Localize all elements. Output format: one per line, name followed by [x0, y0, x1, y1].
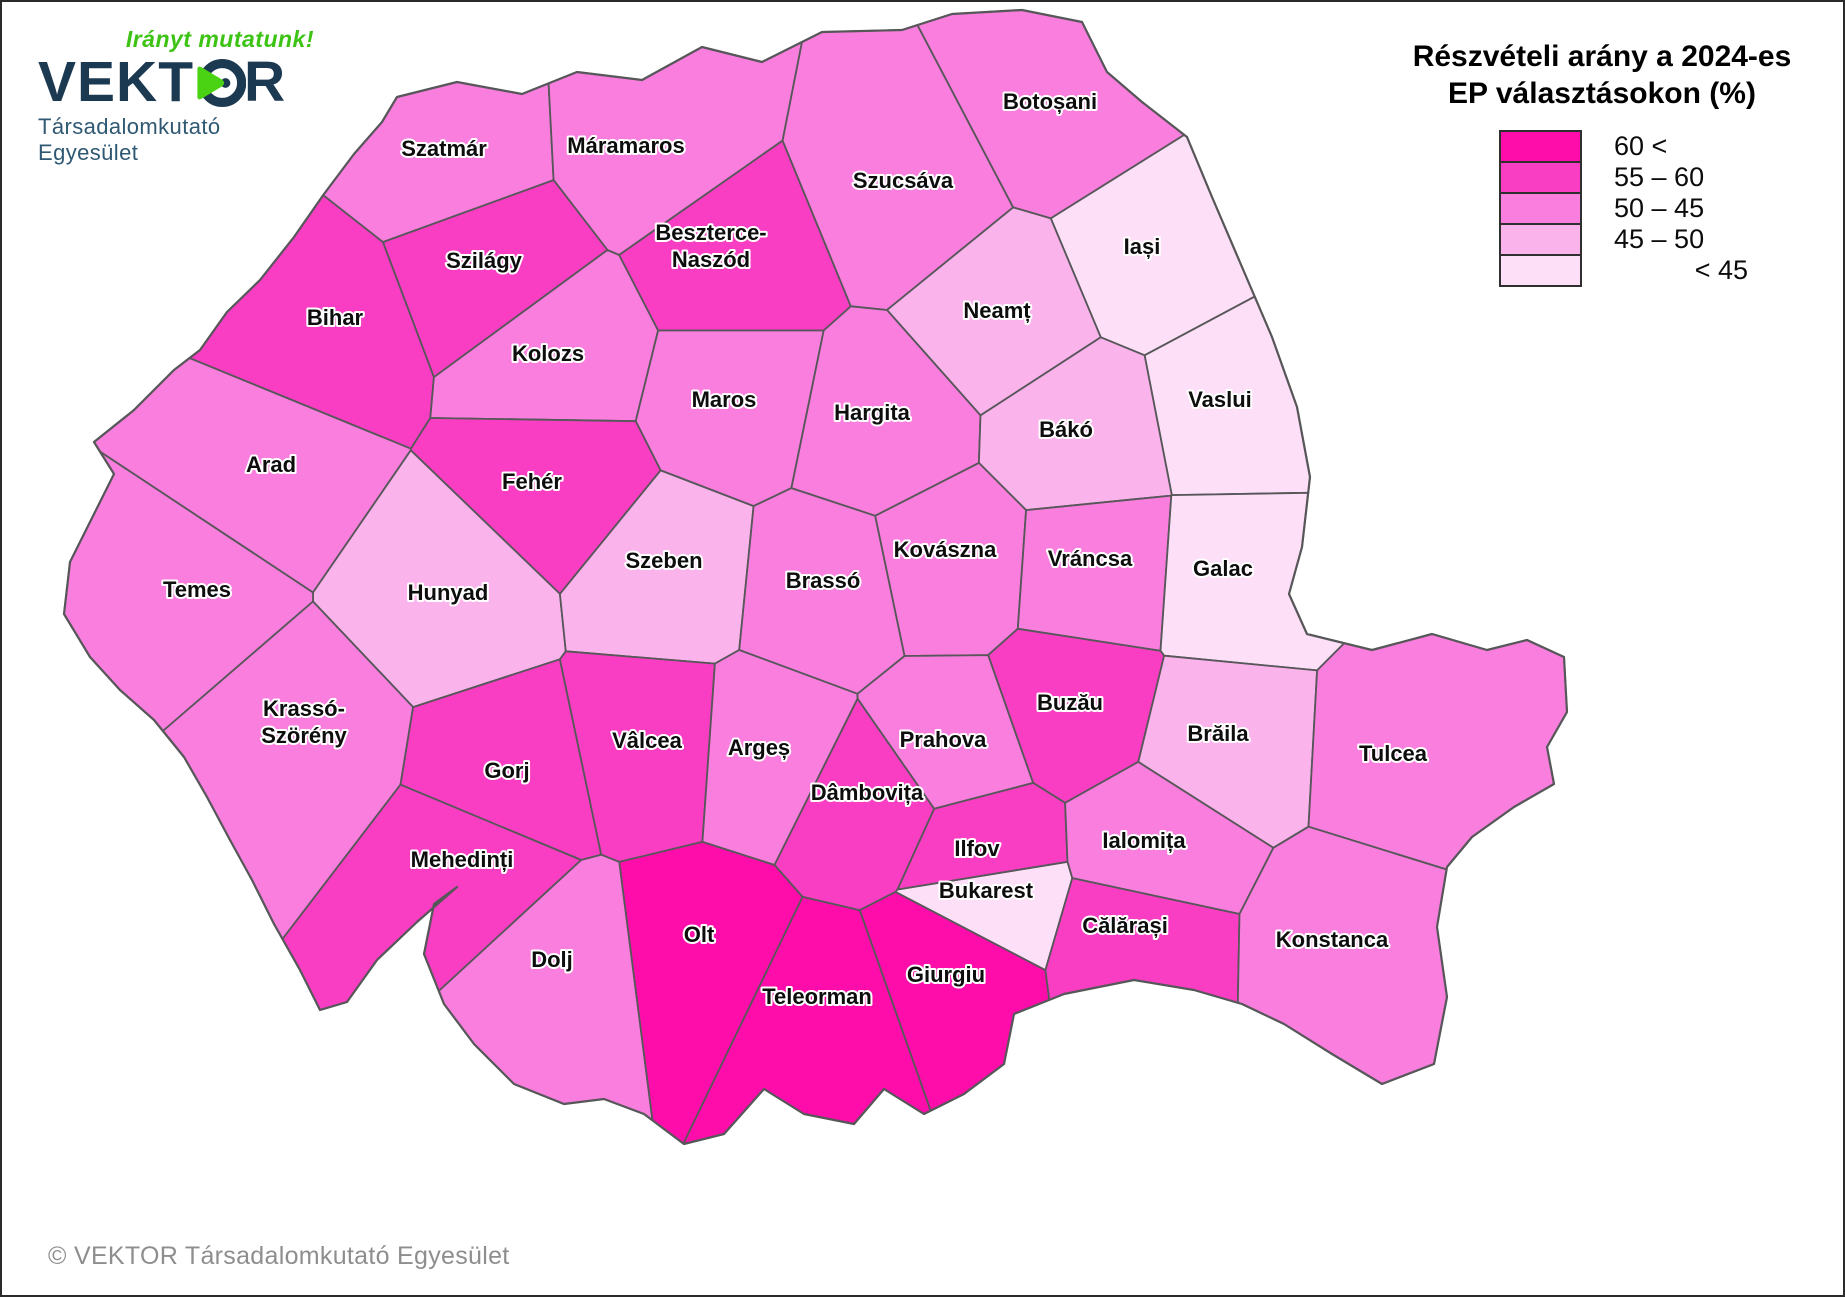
logo-wordmark: VEKT R: [38, 50, 314, 114]
county-label-Krassó-Szörény: Krassó-: [263, 696, 345, 721]
legend-swatch: [1499, 223, 1582, 256]
county-label-Brassó: Brassó: [786, 568, 861, 593]
legend-label: 50 – 45: [1614, 193, 1705, 223]
county-shape-Konstanca: [1236, 825, 1448, 1085]
county-label-Botoșani: Botoșani: [1003, 89, 1097, 114]
county-label-Szeben: Szeben: [625, 548, 702, 573]
county-shape-Vráncsa: [1016, 494, 1173, 652]
county-label-Gorj: Gorj: [484, 758, 529, 783]
legend-swatch: [1499, 161, 1582, 194]
copyright-text: © VEKTOR Társadalomkutató Egyesület: [48, 1242, 510, 1270]
legend-title-line1: Részvételi arány a 2024-es: [1412, 40, 1792, 73]
logo-wordmark-left: VEKT: [38, 50, 195, 114]
county-label-Fehér: Fehér: [502, 469, 562, 494]
county-label-Giurgiu: Giurgiu: [907, 962, 985, 987]
legend-label: 55 – 60: [1614, 162, 1705, 192]
legend: 60 <55 – 60 50 – 45 45 – 50 < 45: [1499, 130, 1748, 287]
county-label-Ialomița: Ialomița: [1102, 828, 1186, 853]
legend-item: < 45: [1499, 254, 1748, 287]
county-label-Iași: Iași: [1124, 234, 1161, 259]
county-label-Galac: Galac: [1193, 556, 1253, 581]
county-label-Bukarest: Bukarest: [939, 878, 1034, 903]
county-label-Arad: Arad: [246, 452, 296, 477]
county-label-Brăila: Brăila: [1187, 721, 1249, 746]
legend-label: 60 <: [1614, 131, 1668, 161]
play-icon: [197, 58, 247, 107]
county-label-Neamț: Neamț: [963, 298, 1031, 323]
county-label-Kovászna: Kovászna: [894, 537, 997, 562]
county-label-Buzău: Buzău: [1037, 690, 1103, 715]
county-label-Dâmbovița: Dâmbovița: [811, 780, 924, 805]
legend-item: 45 – 50: [1499, 223, 1748, 256]
county-label-Maros: Maros: [692, 387, 757, 412]
legend-item: 60 <: [1499, 130, 1748, 163]
county-label-Vâlcea: Vâlcea: [612, 728, 682, 753]
county-label-Máramaros: Máramaros: [567, 133, 684, 158]
county-label-Vráncsa: Vráncsa: [1048, 546, 1133, 571]
county-label-Tulcea: Tulcea: [1359, 741, 1428, 766]
country-outline: [62, 8, 1569, 1146]
county-label-Călărași: Călărași: [1082, 913, 1168, 938]
logo-wordmark-right: R: [244, 50, 287, 114]
county-label-Mehedinți: Mehedinți: [411, 847, 514, 872]
legend-swatch: [1499, 254, 1582, 287]
logo-subtitle: Társadalomkutató Egyesület: [38, 113, 221, 165]
logo-tagline: Irányt mutatunk!: [125, 26, 314, 52]
county-label-Hargita: Hargita: [834, 400, 911, 425]
county-label-Konstanca: Konstanca: [1276, 927, 1389, 952]
county-label-Dolj: Dolj: [531, 947, 573, 972]
county-label-Bihar: Bihar: [307, 305, 364, 330]
county-label-Teleorman: Teleorman: [762, 984, 872, 1009]
county-label-Szatmár: Szatmár: [401, 136, 487, 161]
county-label-Kolozs: Kolozs: [512, 341, 584, 366]
legend-label: 45 – 50: [1614, 224, 1705, 254]
county-label-Vaslui: Vaslui: [1188, 387, 1252, 412]
county-shape-Ilfov: [896, 782, 1069, 891]
county-label-Ilfov: Ilfov: [954, 836, 1000, 861]
legend-item: 50 – 45: [1499, 192, 1748, 225]
county-label-Hunyad: Hunyad: [408, 580, 489, 605]
county-label-Temes: Temes: [163, 577, 231, 602]
county-label-Beszterce-Naszód: Beszterce-: [655, 220, 766, 245]
county-label-Argeș: Argeș: [728, 735, 790, 760]
legend-swatch: [1499, 192, 1582, 225]
county-label-Beszterce-Naszód: Naszód: [672, 247, 750, 272]
county-label-Szilágy: Szilágy: [446, 248, 523, 273]
county-label-Bákó: Bákó: [1039, 417, 1093, 442]
legend-swatch: [1499, 130, 1582, 163]
county-label-Olt: Olt: [684, 922, 715, 947]
legend-title-line2: EP választásokon (%): [1448, 77, 1756, 110]
county-label-Prahova: Prahova: [900, 727, 988, 752]
county-label-Szucsáva: Szucsáva: [853, 168, 954, 193]
county-label-Krassó-Szörény: Szörény: [261, 723, 347, 748]
legend-item: 55 – 60: [1499, 161, 1748, 194]
vektor-logo: Irányt mutatunk! VEKT R Társadalomkutató…: [38, 26, 314, 166]
county-shape-Tulcea: [1307, 633, 1568, 871]
legend-label: < 45: [1694, 255, 1748, 285]
county-shape-Galac: [1159, 491, 1346, 672]
legend-title: Részvételi arány a 2024-es EP választáso…: [1387, 38, 1817, 112]
